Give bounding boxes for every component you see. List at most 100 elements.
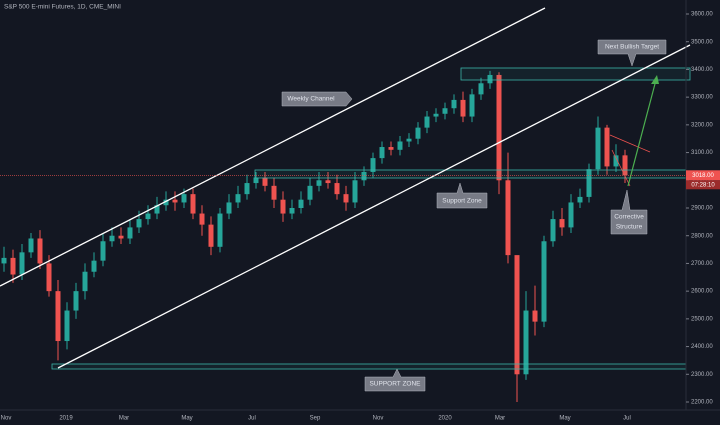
y-tick-label: 2600.00 (691, 289, 713, 295)
candle-body (208, 224, 214, 247)
candle-body (478, 83, 484, 95)
candle-body (226, 202, 232, 214)
candles (1, 70, 628, 402)
candle-body (343, 194, 349, 203)
candle-body (361, 171, 367, 181)
candle-body (127, 227, 133, 239)
candle-body (523, 310, 529, 375)
y-tick-label: 3300.00 (691, 95, 713, 101)
x-tick-label: Mar (495, 416, 505, 422)
candle-body (307, 185, 313, 200)
candle-body (217, 213, 223, 247)
candle-body (10, 257, 16, 275)
candle-body (370, 158, 376, 172)
candle-body (28, 238, 34, 253)
candle-body (100, 241, 106, 261)
callout (281, 91, 353, 107)
callout (436, 182, 488, 209)
x-tick-label: Nov (1, 416, 12, 422)
candle-body (199, 213, 205, 225)
candle-body (46, 263, 52, 292)
annotation: Corrective (614, 214, 644, 221)
price-tag-label: 3018.00 (692, 173, 714, 179)
candle-body (559, 219, 565, 228)
candle-body (397, 141, 403, 150)
y-tick-label: 2800.00 (691, 233, 713, 239)
candle-body (424, 116, 430, 128)
y-tick-label: 3500.00 (691, 39, 713, 45)
candle-body (244, 183, 250, 195)
y-tick-label: 2500.00 (691, 316, 713, 322)
candle-body (280, 199, 286, 214)
candle-body (181, 194, 187, 203)
candle-body (64, 310, 70, 342)
candle-body (604, 127, 610, 167)
x-tick-label: Jul (623, 416, 631, 422)
trendline (611, 149, 631, 187)
candle-body (595, 127, 601, 170)
candle-body (298, 199, 304, 208)
candle-body (316, 180, 322, 186)
candle-body (442, 108, 448, 114)
x-tick-label: Mar (119, 416, 129, 422)
candle-body (154, 205, 160, 214)
candle-body (469, 94, 475, 117)
y-tick-label: 2700.00 (691, 261, 713, 267)
y-tick-label: 2200.00 (691, 400, 713, 406)
annotation: Next Bullish Target (605, 44, 659, 51)
target-arrow (627, 79, 657, 187)
y-tick-label: 3600.00 (691, 12, 713, 18)
candle-body (406, 138, 412, 142)
candle-body (118, 235, 124, 239)
candle-body (415, 127, 421, 139)
channel-upper (0, 7, 546, 287)
y-tick-label: 3400.00 (691, 67, 713, 73)
candle-body (460, 99, 466, 117)
candle-body (190, 194, 196, 214)
countdown-label: 07:28:10 (691, 182, 715, 188)
annotation: SUPPORT ZONE (369, 381, 421, 388)
callout (364, 368, 426, 392)
y-tick-label: 2300.00 (691, 372, 713, 378)
channel-lower (57, 44, 691, 369)
countdown-tag (686, 180, 720, 190)
candle-body (91, 260, 97, 272)
candle-body (379, 147, 385, 159)
candle-body (271, 185, 277, 200)
trendline (609, 134, 651, 153)
x-tick-label: Nov (373, 416, 384, 422)
candle-body (577, 196, 583, 203)
candle-body (541, 241, 547, 322)
y-tick-label: 2900.00 (691, 206, 713, 212)
callout (610, 189, 648, 235)
y-tick-label: 2400.00 (691, 344, 713, 350)
candle-body (19, 252, 25, 275)
candle-body (1, 257, 7, 264)
candle-body (289, 208, 295, 214)
candle-body (514, 255, 520, 375)
candle-body (568, 202, 574, 228)
candle-body (82, 271, 88, 292)
support-zone-major (51, 363, 687, 370)
candle-body (532, 310, 538, 322)
candle-body (136, 219, 142, 228)
x-tick-label: 2019 (59, 416, 73, 422)
candle-body (622, 155, 628, 176)
x-tick-label: Jul (248, 416, 256, 422)
candle-body (262, 177, 268, 186)
y-tick-label: 3200.00 (691, 122, 713, 128)
x-tick-label: May (559, 416, 570, 422)
candle-body (325, 180, 331, 184)
candle-body (109, 235, 115, 242)
candle-body (505, 180, 511, 256)
candle-body (586, 169, 592, 197)
candle-body (73, 291, 79, 311)
candle-body (451, 99, 457, 109)
x-tick-label: 2020 (438, 416, 452, 422)
price-tag (686, 170, 720, 181)
candle-body (334, 183, 340, 195)
candle-body (487, 74, 493, 84)
candle-body (55, 291, 61, 342)
